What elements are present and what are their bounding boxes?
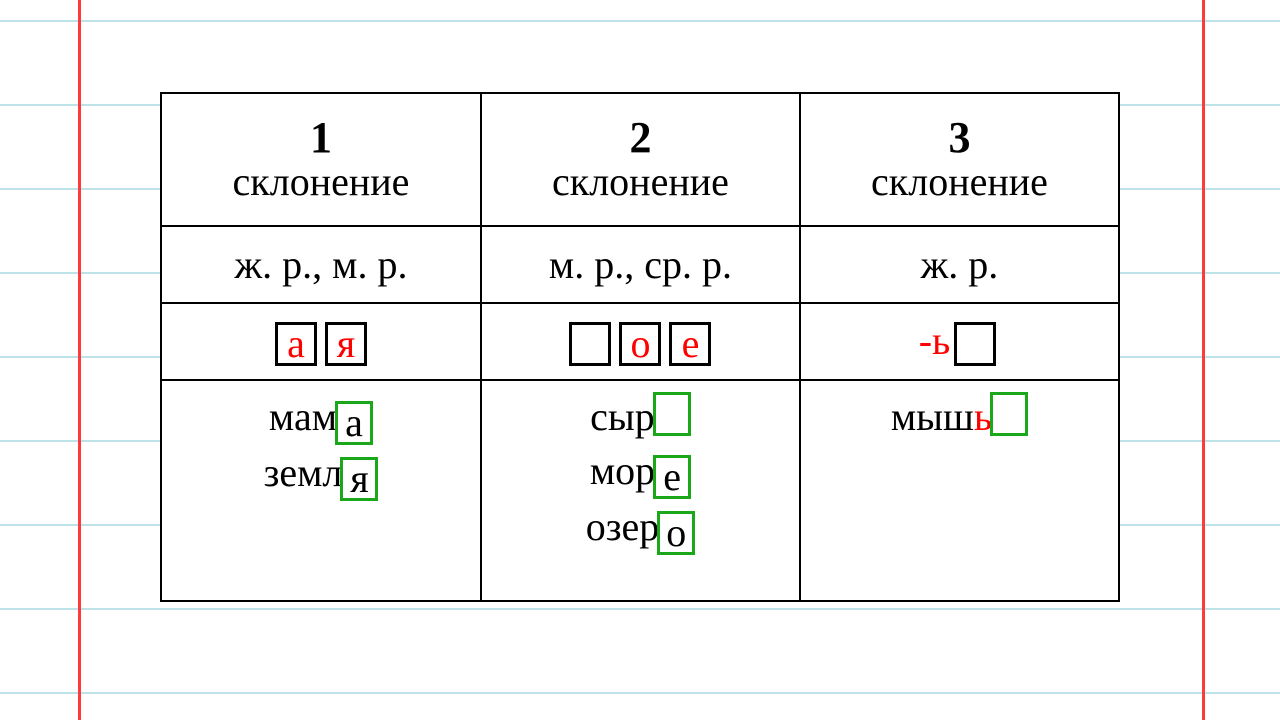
example-ending-box: е	[653, 455, 691, 499]
examples-row: мамаземля сырмореозеро мышь	[161, 380, 1119, 601]
header-cell-1: 1 склонение	[161, 93, 481, 226]
endings-cell: ая	[161, 303, 481, 380]
header-cell-2: 2 склонение	[481, 93, 800, 226]
example-ending-box	[653, 392, 691, 436]
example-stem: мам	[269, 394, 337, 439]
example-word: земля	[168, 447, 474, 501]
header-word: склонение	[168, 161, 474, 203]
gender-cell: ж. р.	[800, 226, 1119, 303]
notebook-margin-right	[1202, 0, 1205, 720]
header-num: 3	[807, 115, 1112, 161]
ending-box	[954, 322, 996, 366]
example-word: море	[488, 445, 793, 499]
gender-cell: м. р., ср. р.	[481, 226, 800, 303]
gender-cell: ж. р., м. р.	[161, 226, 481, 303]
example-ending-box: а	[335, 401, 373, 445]
ruled-line	[0, 608, 1280, 610]
header-word: склонение	[488, 161, 793, 203]
ruled-line	[0, 20, 1280, 22]
table-header-row: 1 склонение 2 склонение 3 склонение	[161, 93, 1119, 226]
declension-table: 1 склонение 2 склонение 3 склонение ж. р…	[160, 92, 1120, 602]
example-ending-box: о	[657, 511, 695, 555]
example-stem: мыш	[891, 394, 974, 439]
ending-box: о	[619, 322, 661, 366]
ending-box: е	[669, 322, 711, 366]
example-stem: озер	[586, 504, 660, 549]
ending-prefix: -ь	[919, 318, 951, 363]
ending-box	[569, 322, 611, 366]
examples-cell: сырмореозеро	[481, 380, 800, 601]
endings-row: ая ое -ь	[161, 303, 1119, 380]
example-word: мама	[168, 391, 474, 445]
ending-box: я	[325, 322, 367, 366]
ending-box: а	[275, 322, 317, 366]
notebook-margin-left	[78, 0, 81, 720]
endings-cell: -ь	[800, 303, 1119, 380]
example-ending-box: я	[340, 457, 378, 501]
header-cell-3: 3 склонение	[800, 93, 1119, 226]
header-num: 2	[488, 115, 793, 161]
example-word: мышь	[807, 391, 1112, 443]
example-word: озеро	[488, 501, 793, 555]
endings-cell: ое	[481, 303, 800, 380]
example-stem: сыр	[590, 394, 655, 439]
examples-cell: мышь	[800, 380, 1119, 601]
examples-cell: мамаземля	[161, 380, 481, 601]
example-stem: земл	[264, 450, 343, 495]
header-word: склонение	[807, 161, 1112, 203]
example-ending-box	[990, 392, 1028, 436]
gender-row: ж. р., м. р. м. р., ср. р. ж. р.	[161, 226, 1119, 303]
example-word: сыр	[488, 391, 793, 443]
example-stem: мор	[590, 448, 655, 493]
header-num: 1	[168, 115, 474, 161]
ruled-line	[0, 692, 1280, 694]
